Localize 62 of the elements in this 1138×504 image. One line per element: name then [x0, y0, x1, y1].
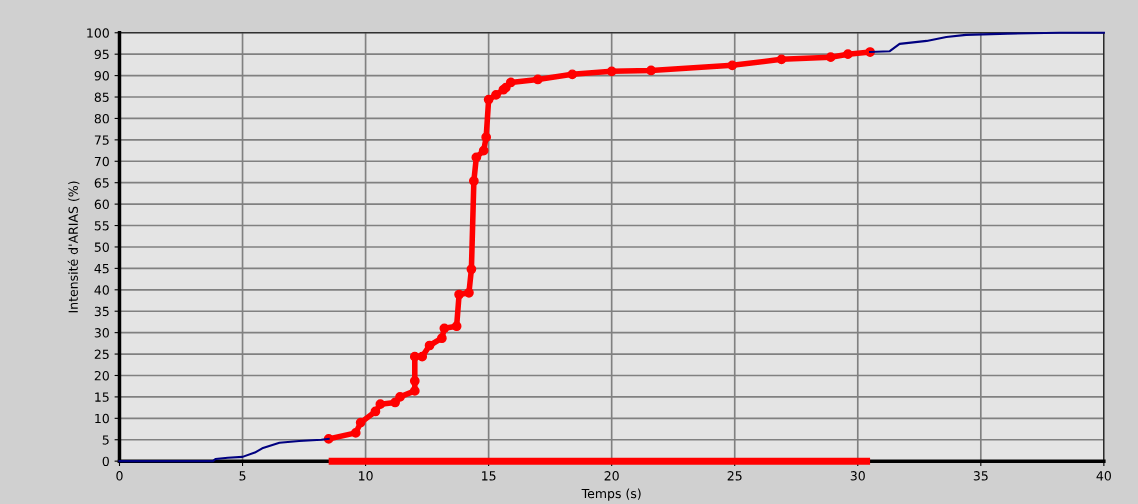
y-tick-label: 60 [94, 199, 109, 210]
x-tick-label: 30 [850, 471, 865, 481]
point [776, 54, 787, 65]
point [424, 340, 435, 351]
x-tick-label: 5 [239, 471, 246, 481]
y-tick-label: 10 [95, 413, 109, 424]
point [471, 152, 482, 163]
y-tick-label: 25 [94, 349, 109, 359]
point [481, 132, 492, 143]
point [532, 74, 543, 85]
point [375, 399, 386, 410]
x-axis-title: Temps (s) [581, 488, 641, 501]
point [843, 49, 853, 60]
y-tick-label: 85 [94, 92, 109, 102]
point [350, 428, 361, 438]
y-tick-label: 15 [95, 392, 109, 402]
y-tick-label: 90 [94, 71, 109, 81]
y-tick-label: 35 [94, 306, 109, 317]
point [395, 392, 405, 402]
x-tick-label: 0 [116, 471, 123, 481]
y-tick-label: 55 [94, 221, 109, 231]
y-tick-label: 80 [94, 113, 109, 124]
x-tick-label: 40 [1096, 471, 1111, 481]
y-tick-label: 70 [94, 156, 109, 167]
x-tick-label: 10 [359, 471, 373, 481]
y-axis-title: Intensité d'ARIAS (%) [67, 181, 80, 313]
y-tick-label: 40 [94, 285, 109, 295]
y-tick-label: 30 [94, 328, 109, 338]
y-tick-label: 95 [94, 49, 109, 60]
point [417, 351, 428, 362]
point [464, 287, 474, 298]
point [491, 90, 501, 100]
point [409, 386, 420, 396]
point [370, 406, 381, 417]
point [466, 264, 477, 275]
point [355, 417, 366, 428]
x-tick-label: 35 [973, 471, 988, 481]
x-tick-label: 15 [482, 471, 496, 481]
point [483, 94, 494, 105]
y-tick-label: 0 [102, 456, 109, 467]
point [454, 289, 464, 300]
point [646, 65, 656, 76]
y-tick-label: 20 [94, 370, 109, 381]
y-tick-label: 65 [94, 178, 109, 188]
x-tick-label: 20 [604, 471, 619, 481]
point [825, 52, 836, 63]
point [451, 321, 462, 332]
y-tick-label: 50 [94, 242, 109, 252]
y-tick-label: 45 [94, 264, 109, 274]
point [439, 323, 450, 334]
point [567, 69, 578, 80]
point [469, 176, 479, 186]
point [409, 376, 420, 386]
y-tick-label: 5 [102, 435, 109, 445]
point [606, 66, 617, 77]
point [478, 145, 489, 156]
y-tick-label: 100 [87, 28, 109, 38]
x-tick-label: 25 [727, 471, 742, 481]
point [727, 60, 738, 71]
y-tick-label: 75 [94, 135, 109, 145]
point [437, 333, 447, 344]
point [505, 77, 516, 88]
